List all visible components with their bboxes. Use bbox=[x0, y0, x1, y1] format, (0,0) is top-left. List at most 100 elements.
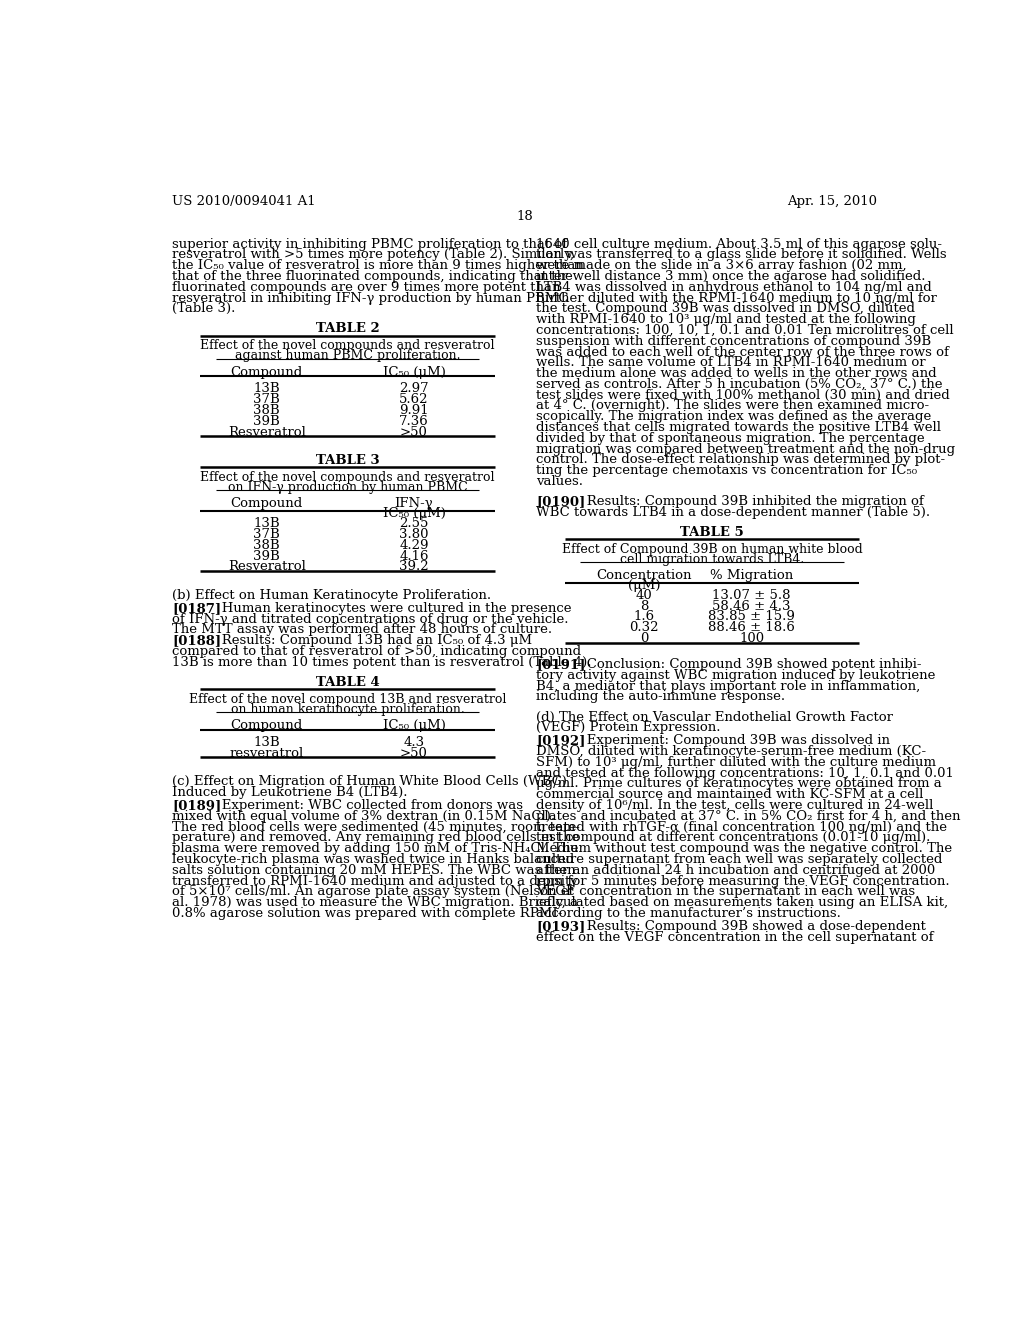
Text: al. 1978) was used to measure the WBC migration. Briefly, a: al. 1978) was used to measure the WBC mi… bbox=[172, 896, 579, 909]
Text: 4.16: 4.16 bbox=[399, 549, 429, 562]
Text: (c) Effect on Migration of Human White Blood Cells (WBC): (c) Effect on Migration of Human White B… bbox=[172, 775, 567, 788]
Text: inter-well distance 3 mm) once the agarose had solidified.: inter-well distance 3 mm) once the agaro… bbox=[537, 271, 926, 282]
Text: Medium without test compound was the negative control. The: Medium without test compound was the neg… bbox=[537, 842, 952, 855]
Text: with RPMI-1640 to 10³ μg/ml and tested at the following: with RPMI-1640 to 10³ μg/ml and tested a… bbox=[537, 313, 916, 326]
Text: IC₅₀ (μM): IC₅₀ (μM) bbox=[383, 366, 445, 379]
Text: 38B: 38B bbox=[253, 404, 280, 417]
Text: control. The dose-effect relationship was determined by plot-: control. The dose-effect relationship wa… bbox=[537, 453, 945, 466]
Text: against human PBMC proliferation.: against human PBMC proliferation. bbox=[234, 350, 461, 363]
Text: 37B: 37B bbox=[253, 393, 281, 407]
Text: 37B: 37B bbox=[253, 528, 281, 541]
Text: VEGF concentration in the supernatant in each well was: VEGF concentration in the supernatant in… bbox=[537, 886, 915, 899]
Text: resveratrol: resveratrol bbox=[229, 747, 304, 760]
Text: fluorinated compounds are over 9 times more potent than: fluorinated compounds are over 9 times m… bbox=[172, 281, 561, 294]
Text: at 4° C. (overnight). The slides were then examined micro-: at 4° C. (overnight). The slides were th… bbox=[537, 400, 930, 412]
Text: was added to each well of the center row of the three rows of: was added to each well of the center row… bbox=[537, 346, 949, 359]
Text: culture supernatant from each well was separately collected: culture supernatant from each well was s… bbox=[537, 853, 943, 866]
Text: 100: 100 bbox=[739, 632, 764, 645]
Text: 4.29: 4.29 bbox=[399, 539, 429, 552]
Text: resveratrol with >5 times more potency (Table 2). Similarly,: resveratrol with >5 times more potency (… bbox=[172, 248, 574, 261]
Text: The MTT assay was performed after 48 hours of culture.: The MTT assay was performed after 48 hou… bbox=[172, 623, 552, 636]
Text: 0: 0 bbox=[640, 632, 648, 645]
Text: 83.85 ± 15.9: 83.85 ± 15.9 bbox=[709, 610, 796, 623]
Text: B4, a mediator that plays important role in inflammation,: B4, a mediator that plays important role… bbox=[537, 680, 921, 693]
Text: scopically. The migration index was defined as the average: scopically. The migration index was defi… bbox=[537, 411, 932, 424]
Text: (d) The Effect on Vascular Endothelial Growth Factor: (d) The Effect on Vascular Endothelial G… bbox=[537, 710, 893, 723]
Text: Effect of the novel compounds and resveratrol: Effect of the novel compounds and resver… bbox=[201, 471, 495, 484]
Text: [0191]: [0191] bbox=[537, 659, 586, 671]
Text: migration was compared between treatment and the non-drug: migration was compared between treatment… bbox=[537, 442, 955, 455]
Text: divided by that of spontaneous migration. The percentage: divided by that of spontaneous migration… bbox=[537, 432, 925, 445]
Text: TABLE 2: TABLE 2 bbox=[315, 322, 380, 335]
Text: TABLE 5: TABLE 5 bbox=[680, 525, 743, 539]
Text: 13B: 13B bbox=[253, 737, 280, 748]
Text: Human keratinocytes were cultured in the presence: Human keratinocytes were cultured in the… bbox=[209, 602, 571, 615]
Text: plates and incubated at 37° C. in 5% CO₂ first for 4 h, and then: plates and incubated at 37° C. in 5% CO₂… bbox=[537, 810, 961, 822]
Text: 2.55: 2.55 bbox=[399, 517, 429, 531]
Text: % Migration: % Migration bbox=[710, 569, 794, 582]
Text: [0193]: [0193] bbox=[537, 920, 586, 933]
Text: and tested at the following concentrations: 10, 1, 0.1 and 0.01: and tested at the following concentratio… bbox=[537, 767, 954, 780]
Text: 39B: 39B bbox=[253, 414, 281, 428]
Text: Results: Compound 39B inhibited the migration of: Results: Compound 39B inhibited the migr… bbox=[573, 495, 924, 508]
Text: commercial source and maintained with KC-SFM at a cell: commercial source and maintained with KC… bbox=[537, 788, 924, 801]
Text: [0188]: [0188] bbox=[172, 635, 221, 647]
Text: distances that cells migrated towards the positive LTB4 well: distances that cells migrated towards th… bbox=[537, 421, 941, 434]
Text: Effect of the novel compounds and resveratrol: Effect of the novel compounds and resver… bbox=[201, 339, 495, 352]
Text: (b) Effect on Human Keratinocyte Proliferation.: (b) Effect on Human Keratinocyte Prolife… bbox=[172, 589, 492, 602]
Text: WBC towards LTB4 in a dose-dependent manner (Table 5).: WBC towards LTB4 in a dose-dependent man… bbox=[537, 506, 931, 519]
Text: 58.46 ± 4.3: 58.46 ± 4.3 bbox=[713, 599, 791, 612]
Text: 2.97: 2.97 bbox=[399, 383, 429, 396]
Text: >50: >50 bbox=[400, 425, 428, 438]
Text: Results: Compound 13B had an IC₅₀ of 4.3 μM: Results: Compound 13B had an IC₅₀ of 4.3… bbox=[209, 635, 532, 647]
Text: transferred to RPMI-1640 medium and adjusted to a density: transferred to RPMI-1640 medium and adju… bbox=[172, 875, 578, 887]
Text: test compound at different concentrations (0.01-10 μg/ml).: test compound at different concentration… bbox=[537, 832, 931, 845]
Text: 13B is more than 10 times potent than is resveratrol (Table 4).: 13B is more than 10 times potent than is… bbox=[172, 656, 592, 669]
Text: 3.80: 3.80 bbox=[399, 528, 429, 541]
Text: Effect of Compound 39B on human white blood: Effect of Compound 39B on human white bl… bbox=[561, 543, 862, 556]
Text: (Table 3).: (Table 3). bbox=[172, 302, 236, 315]
Text: 38B: 38B bbox=[253, 539, 280, 552]
Text: Experiment: Compound 39B was dissolved in: Experiment: Compound 39B was dissolved i… bbox=[573, 734, 890, 747]
Text: the IC₅₀ value of resveratrol is more than 9 times higher than: the IC₅₀ value of resveratrol is more th… bbox=[172, 259, 584, 272]
Text: plasma were removed by adding 150 mM of Tris-NH₄Cl. The: plasma were removed by adding 150 mM of … bbox=[172, 842, 579, 855]
Text: tion was transferred to a glass slide before it solidified. Wells: tion was transferred to a glass slide be… bbox=[537, 248, 947, 261]
Text: 18: 18 bbox=[516, 210, 534, 223]
Text: Resveratrol: Resveratrol bbox=[227, 561, 305, 573]
Text: 13B: 13B bbox=[253, 517, 280, 531]
Text: Compound: Compound bbox=[230, 498, 303, 511]
Text: 8: 8 bbox=[640, 599, 648, 612]
Text: ting the percentage chemotaxis vs concentration for IC₅₀: ting the percentage chemotaxis vs concen… bbox=[537, 465, 918, 477]
Text: compared to that of resveratrol of >50, indicating compound: compared to that of resveratrol of >50, … bbox=[172, 645, 582, 659]
Text: further diluted with the RPMI-1640 medium to 10 ng/ml for: further diluted with the RPMI-1640 mediu… bbox=[537, 292, 937, 305]
Text: 4.3: 4.3 bbox=[403, 737, 425, 748]
Text: perature) and removed. Any remaining red blood cells in the: perature) and removed. Any remaining red… bbox=[172, 832, 580, 845]
Text: TABLE 3: TABLE 3 bbox=[315, 454, 380, 467]
Text: [0190]: [0190] bbox=[537, 495, 586, 508]
Text: Experiment: WBC collected from donors was: Experiment: WBC collected from donors wa… bbox=[209, 799, 523, 812]
Text: 39B: 39B bbox=[253, 549, 281, 562]
Text: effect on the VEGF concentration in the cell supernatant of: effect on the VEGF concentration in the … bbox=[537, 931, 934, 944]
Text: SFM) to 10³ μg/ml, further diluted with the culture medium: SFM) to 10³ μg/ml, further diluted with … bbox=[537, 756, 936, 770]
Text: of 5×10⁷ cells/ml. An agarose plate assay system (Nelson et: of 5×10⁷ cells/ml. An agarose plate assa… bbox=[172, 886, 574, 899]
Text: Effect of the novel compound 13B and resveratrol: Effect of the novel compound 13B and res… bbox=[189, 693, 507, 706]
Text: [0192]: [0192] bbox=[537, 734, 586, 747]
Text: were made on the slide in a 3×6 array fashion (02 mm,: were made on the slide in a 3×6 array fa… bbox=[537, 259, 907, 272]
Text: (VEGF) Protein Expression.: (VEGF) Protein Expression. bbox=[537, 721, 721, 734]
Text: calculated based on measurements taken using an ELISA kit,: calculated based on measurements taken u… bbox=[537, 896, 948, 909]
Text: according to the manufacturer’s instructions.: according to the manufacturer’s instruct… bbox=[537, 907, 842, 920]
Text: after an additional 24 h incubation and centrifuged at 2000: after an additional 24 h incubation and … bbox=[537, 863, 936, 876]
Text: >50: >50 bbox=[400, 747, 428, 760]
Text: 9.91: 9.91 bbox=[399, 404, 429, 417]
Text: IFN-γ: IFN-γ bbox=[394, 498, 433, 511]
Text: 5.62: 5.62 bbox=[399, 393, 429, 407]
Text: 0.8% agarose solution was prepared with complete RPMI-: 0.8% agarose solution was prepared with … bbox=[172, 907, 562, 920]
Text: mixed with equal volume of 3% dextran (in 0.15M NaCl).: mixed with equal volume of 3% dextran (i… bbox=[172, 810, 555, 822]
Text: test slides were fixed with 100% methanol (30 min) and dried: test slides were fixed with 100% methano… bbox=[537, 388, 950, 401]
Text: IC₅₀ (μM): IC₅₀ (μM) bbox=[383, 719, 445, 733]
Text: suspension with different concentrations of compound 39B: suspension with different concentrations… bbox=[537, 335, 932, 347]
Text: [0189]: [0189] bbox=[172, 799, 221, 812]
Text: DMSO, diluted with keratinocyte-serum-free medium (KC-: DMSO, diluted with keratinocyte-serum-fr… bbox=[537, 744, 927, 758]
Text: 1640 cell culture medium. About 3.5 ml of this agarose solu-: 1640 cell culture medium. About 3.5 ml o… bbox=[537, 238, 942, 251]
Text: treated with rhTGF-α (final concentration 100 ng/ml) and the: treated with rhTGF-α (final concentratio… bbox=[537, 821, 947, 834]
